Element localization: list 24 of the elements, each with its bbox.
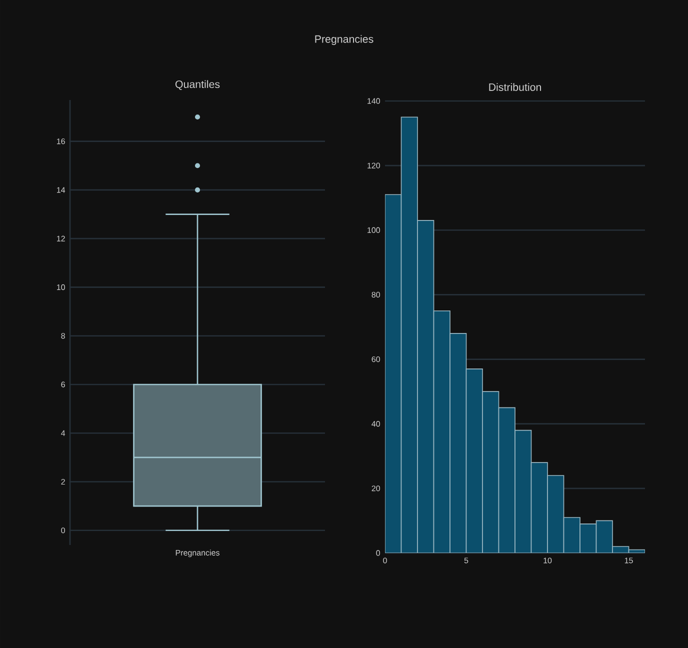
y-tick-label: 6 bbox=[61, 382, 65, 388]
y-tick-label: 12 bbox=[57, 236, 65, 242]
x-tick-label: 15 bbox=[624, 558, 633, 564]
y-tick-label: 0 bbox=[376, 550, 380, 556]
y-tick-label: 20 bbox=[372, 486, 380, 492]
chart-title: Distribution bbox=[489, 83, 541, 91]
y-tick-label: 14 bbox=[57, 187, 66, 193]
y-tick-label: 2 bbox=[61, 478, 65, 485]
y-tick-label: 60 bbox=[372, 356, 380, 362]
x-tick-label: 0 bbox=[383, 558, 387, 564]
y-tick-label: 4 bbox=[61, 430, 66, 436]
x-tick-label: 10 bbox=[544, 558, 552, 564]
y-tick-label: 0 bbox=[61, 528, 65, 534]
text: Pregnancies bbox=[315, 35, 374, 45]
y-tick-label: 10 bbox=[57, 284, 65, 290]
y-tick-label: 40 bbox=[372, 421, 380, 427]
chart-title: Quantiles bbox=[175, 80, 220, 90]
y-tick-label: 16 bbox=[57, 138, 65, 144]
x-tick-label: 5 bbox=[464, 558, 468, 564]
y-tick-label: 80 bbox=[372, 292, 380, 298]
y-tick-label: 100 bbox=[368, 227, 380, 233]
y-tick-label: 140 bbox=[368, 98, 380, 104]
y-tick-label: 8 bbox=[61, 333, 65, 339]
y-tick-label: 120 bbox=[368, 162, 380, 168]
